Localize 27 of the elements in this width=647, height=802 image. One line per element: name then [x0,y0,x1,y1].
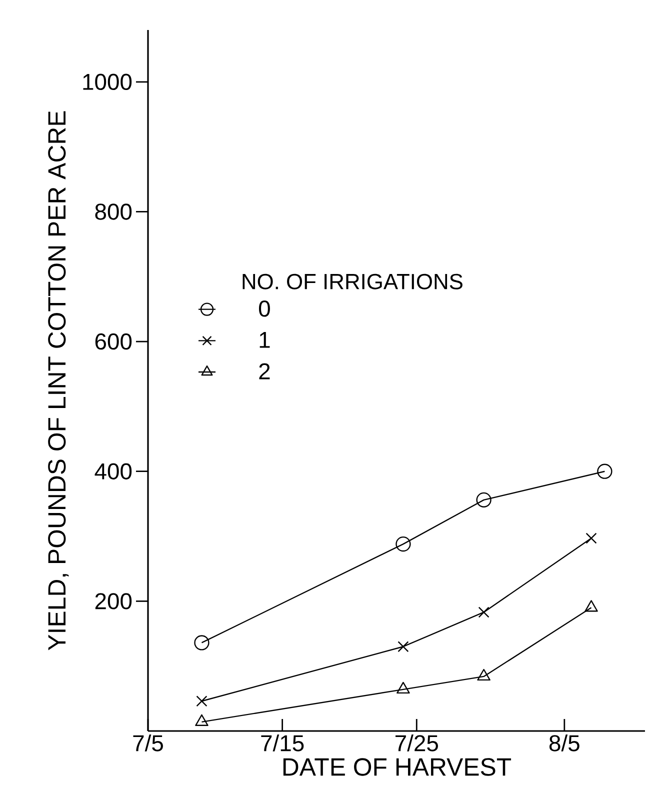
point [586,532,597,544]
y-tick-label: 800 [95,204,132,220]
legend-label: 2 [259,363,270,380]
y-axis-title: YIELD, POUNDS OF LINT COTTON PER ACRE [48,111,69,650]
y-tick-label: 400 [94,463,132,480]
point [396,536,411,552]
point [196,696,208,707]
point [194,635,210,650]
x-tick-label: 8/5 [549,734,580,752]
y-tick-label: 1000 [83,74,132,90]
point [195,714,208,726]
point [584,600,598,612]
point [478,606,490,618]
point [597,464,612,479]
point [477,668,490,681]
point [476,492,492,508]
point [398,641,409,652]
y-tick-label: 600 [95,333,132,350]
y-tick-label: 200 [95,593,132,610]
x-tick-label: 7/15 [261,734,304,752]
legend-label: 1 [260,332,270,348]
x-tick-label: 7/5 [133,734,163,752]
x-axis-title: DATE OF HARVEST [283,758,512,776]
x-tick-label: 7/25 [396,734,438,752]
legend-label: 0 [258,300,270,317]
legend-title: NO. OF IRRIGATIONS [242,274,462,290]
point [396,682,410,694]
